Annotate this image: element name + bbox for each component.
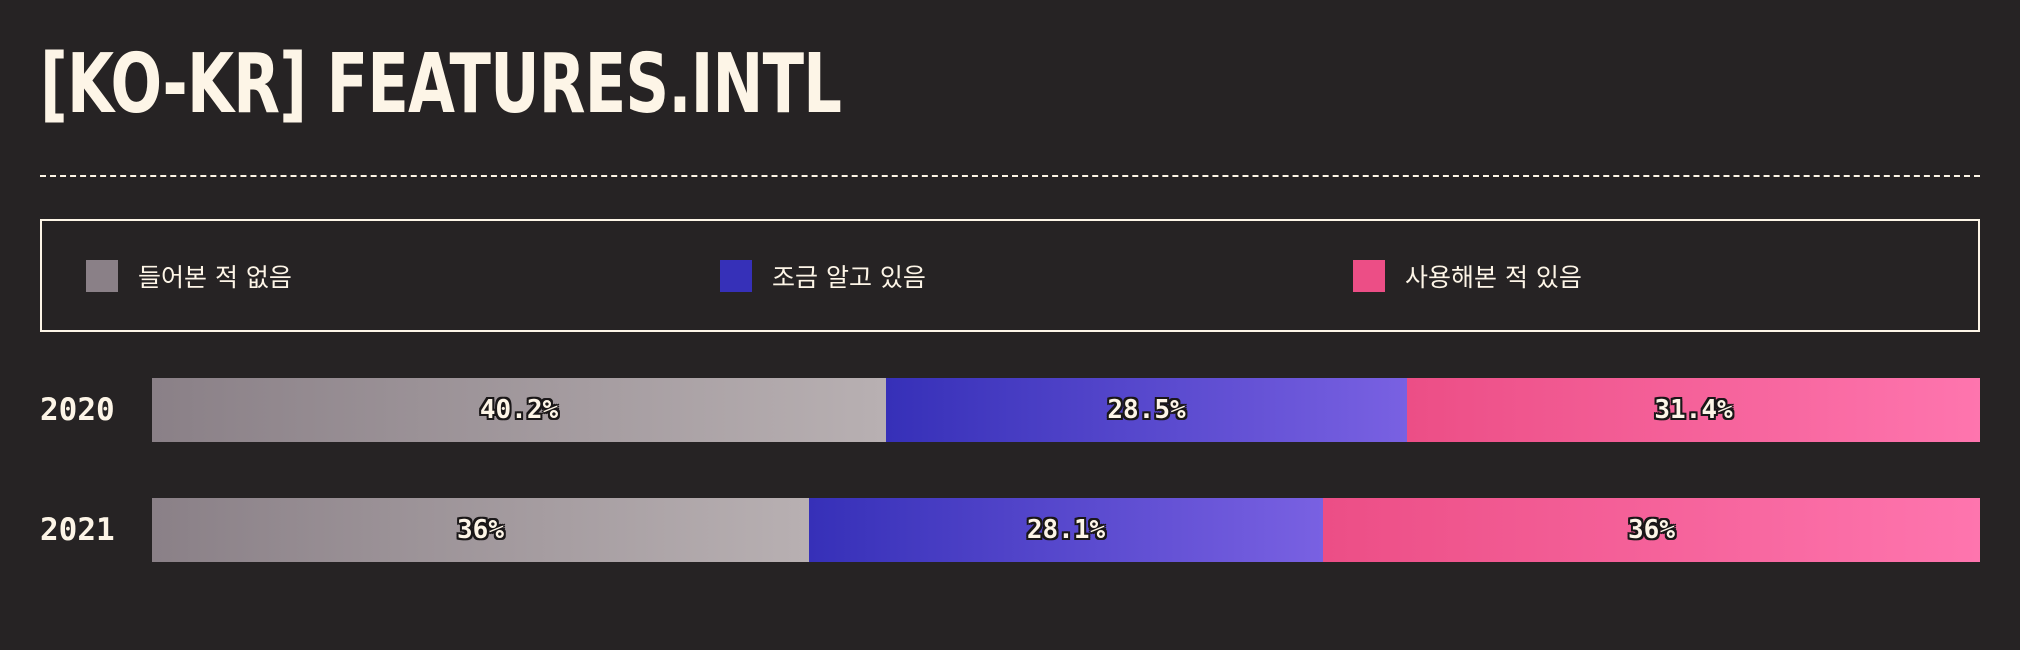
legend-swatch-used	[1353, 259, 1385, 292]
legend: 들어본 적 없음 조금 알고 있음 사용해본 적 있음	[40, 219, 1980, 332]
chart-title: [KO-KR] FEATURES.INTL	[40, 37, 842, 132]
row-label-2021: 2021	[40, 512, 115, 548]
data-label-2020-know-a-little: 28.5%	[1107, 395, 1186, 425]
row-label-2020: 2020	[40, 392, 115, 428]
title-divider	[40, 175, 1980, 177]
data-label-2021-used: 36%	[1628, 515, 1675, 545]
legend-label-never-heard: 들어본 적 없음	[138, 262, 292, 292]
bar-segment-2021-used: 36%	[1323, 498, 1980, 562]
bar-track-2020: 40.2% 28.5% 31.4%	[152, 378, 1980, 442]
bar-segment-2021-know-a-little: 28.1%	[809, 498, 1323, 562]
bar-track-2021: 36% 28.1% 36%	[152, 498, 1980, 562]
data-label-2020-never-heard: 40.2%	[479, 395, 559, 425]
bar-segment-2020-know-a-little: 28.5%	[886, 378, 1407, 442]
data-label-2021-never-heard: 36%	[457, 515, 504, 545]
bar-segment-2021-never-heard: 36%	[152, 498, 809, 562]
bar-segment-2020-never-heard: 40.2%	[152, 378, 886, 442]
legend-item-know-a-little: 조금 알고 있음	[720, 221, 926, 330]
data-label-2021-know-a-little: 28.1%	[1026, 515, 1106, 545]
legend-swatch-never-heard	[86, 259, 118, 292]
bar-segment-2020-used: 31.4%	[1407, 378, 1980, 442]
legend-item-never-heard: 들어본 적 없음	[86, 221, 292, 330]
legend-swatch-know-a-little	[720, 259, 752, 292]
legend-item-used: 사용해본 적 있음	[1353, 221, 1582, 330]
data-label-2020-used: 31.4%	[1654, 395, 1733, 425]
legend-label-used: 사용해본 적 있음	[1405, 262, 1582, 292]
legend-label-know-a-little: 조금 알고 있음	[772, 262, 926, 292]
